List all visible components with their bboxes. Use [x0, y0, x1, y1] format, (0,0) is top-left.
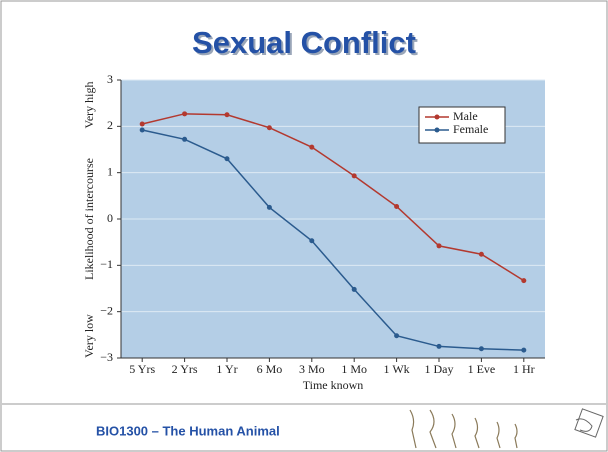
y-tick-label: 2: [107, 118, 113, 132]
y-tick-label: 0: [107, 211, 113, 225]
data-point: [225, 112, 230, 117]
y-tick-label: −2: [100, 303, 113, 317]
data-point: [437, 344, 442, 349]
x-tick-label: 1 Mo: [341, 362, 367, 376]
y-tick-label: 3: [107, 72, 113, 86]
data-point: [309, 238, 314, 243]
x-tick-label: 5 Yrs: [129, 362, 155, 376]
footer-text: BIO1300 – The Human Animal: [96, 423, 280, 438]
x-tick-label: 6 Mo: [257, 362, 283, 376]
x-axis-title: Time known: [303, 378, 364, 392]
y-axis-high: Very high: [82, 82, 96, 129]
legend-dot: [435, 115, 440, 120]
legend-label: Female: [453, 122, 488, 136]
x-tick-label: 1 Yr: [216, 362, 237, 376]
data-point: [479, 252, 484, 257]
chart-title: Sexual Conflict: [192, 25, 416, 60]
data-point: [182, 137, 187, 142]
legend-label: Male: [453, 109, 478, 123]
data-point: [182, 111, 187, 116]
x-tick-label: 2 Yrs: [172, 362, 198, 376]
slide: Sexual Conflict Sexual Conflict BIO1300 …: [0, 0, 608, 452]
x-tick-label: 1 Hr: [513, 362, 535, 376]
data-point: [352, 287, 357, 292]
data-point: [140, 122, 145, 127]
x-tick-label: 1 Day: [425, 362, 454, 376]
chart: Sexual Conflict Sexual Conflict BIO1300 …: [0, 0, 608, 452]
y-tick-label: 1: [107, 164, 113, 178]
data-point: [437, 243, 442, 248]
x-tick-label: 3 Mo: [299, 362, 325, 376]
data-point: [267, 205, 272, 210]
y-tick-label: −1: [100, 257, 113, 271]
legend-dot: [435, 128, 440, 133]
y-axis-low: Very low: [82, 314, 96, 358]
y-axis-title: Likelihood of intercourse: [82, 158, 96, 280]
data-point: [267, 125, 272, 130]
data-point: [352, 173, 357, 178]
data-point: [140, 128, 145, 133]
data-point: [309, 145, 314, 150]
data-point: [521, 278, 526, 283]
x-tick-label: 1 Eve: [468, 362, 496, 376]
data-point: [479, 346, 484, 351]
data-point: [394, 333, 399, 338]
x-tick-label: 1 Wk: [384, 362, 410, 376]
data-point: [225, 156, 230, 161]
data-point: [394, 204, 399, 209]
y-tick-label: −3: [100, 350, 113, 364]
data-point: [521, 348, 526, 353]
